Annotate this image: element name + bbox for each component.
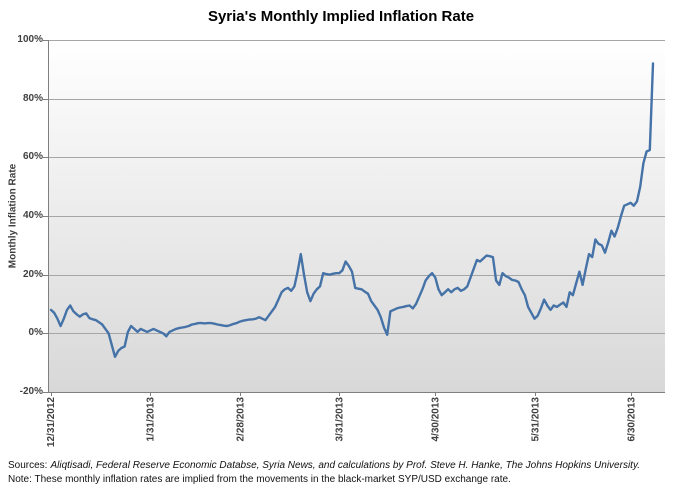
y-tick-label: 60% bbox=[22, 151, 43, 162]
note-line: Note: These monthly inflation rates are … bbox=[8, 473, 511, 485]
x-tick-label: 2/28/2013 bbox=[235, 397, 247, 442]
x-tick-label: 4/30/2013 bbox=[430, 397, 442, 442]
x-tick-label: 6/30/2013 bbox=[626, 397, 638, 442]
sources-text: Aliqtisadi, Federal Reserve Economic Dat… bbox=[50, 460, 640, 471]
x-tick-label: 12/31/2012 bbox=[46, 397, 58, 448]
inflation-line-series bbox=[49, 62, 655, 358]
sources-prefix: Sources: bbox=[8, 460, 48, 471]
x-tick-label: 1/31/2013 bbox=[145, 397, 157, 442]
y-tick-label: 40% bbox=[22, 210, 43, 221]
axes bbox=[43, 40, 665, 396]
y-tick-label: 100% bbox=[17, 34, 43, 45]
y-tick-label: -20% bbox=[19, 386, 43, 397]
x-tick-label: 5/31/2013 bbox=[530, 397, 542, 442]
y-tick-label: 20% bbox=[22, 269, 43, 280]
sources-line: Sources: Aliqtisadi, Federal Reserve Econ… bbox=[8, 459, 678, 473]
chart-footnote: Sources: Aliqtisadi, Federal Reserve Econ… bbox=[8, 459, 678, 486]
chart-title: Syria's Monthly Implied Inflation Rate bbox=[207, 8, 475, 25]
gridlines bbox=[48, 40, 665, 334]
y-tick-label: 80% bbox=[22, 93, 43, 104]
x-tick-label: 3/31/2013 bbox=[334, 397, 346, 442]
y-tick-label: 0% bbox=[28, 327, 43, 338]
